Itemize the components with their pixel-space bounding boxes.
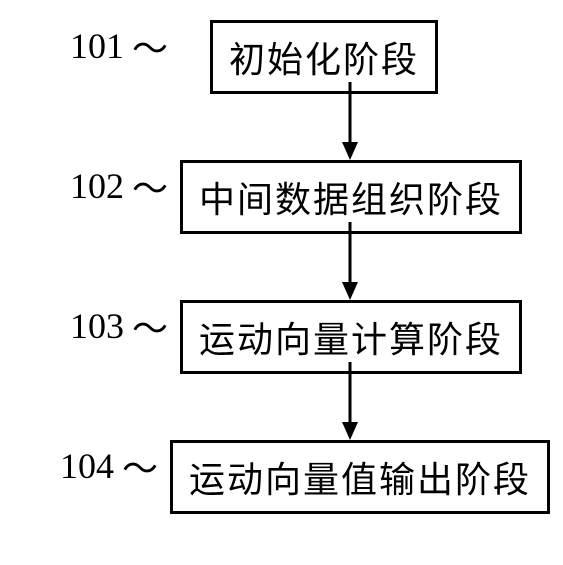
tilde-symbol: 〜 — [122, 440, 158, 492]
flow-box-text: 运动向量值输出阶段 — [189, 460, 531, 500]
flow-node: 104 〜 — [60, 440, 166, 492]
flow-arrow — [340, 82, 360, 162]
flow-box-text: 初始化阶段 — [229, 40, 419, 80]
flow-arrow — [340, 362, 360, 442]
flow-arrow — [340, 222, 360, 302]
flow-node: 103 〜 — [70, 300, 176, 352]
flow-node: 101 〜 — [70, 20, 176, 72]
flow-box-text: 运动向量计算阶段 — [199, 320, 503, 360]
node-id-label: 104 — [60, 445, 114, 487]
flow-box-init: 初始化阶段 — [210, 20, 438, 94]
flow-node: 102 〜 — [70, 160, 176, 212]
tilde-symbol: 〜 — [132, 160, 168, 212]
node-id-label: 102 — [70, 165, 124, 207]
flow-box-output: 运动向量值输出阶段 — [170, 440, 550, 514]
node-id-label: 103 — [70, 305, 124, 347]
flowchart-container: 101 〜 初始化阶段 102 〜 中间数据组织阶段 103 〜 运动向量计算阶… — [0, 0, 563, 565]
flow-box-text: 中间数据组织阶段 — [199, 180, 503, 220]
node-id-label: 101 — [70, 25, 124, 67]
tilde-symbol: 〜 — [132, 300, 168, 352]
tilde-symbol: 〜 — [132, 20, 168, 72]
